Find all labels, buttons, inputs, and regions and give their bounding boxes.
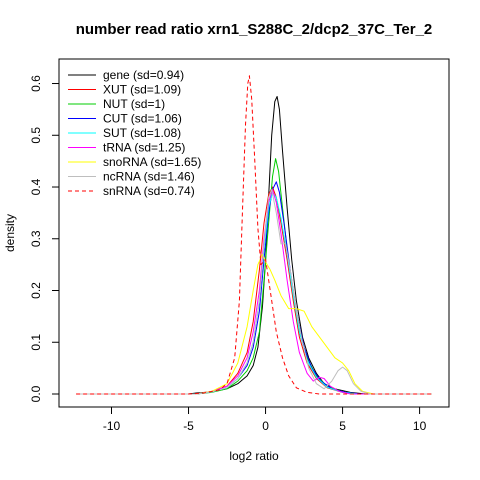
chart-title: number read ratio xrn1_S288C_2/dcp2_37C_… (76, 21, 433, 38)
x-tick-label: -10 (103, 419, 121, 433)
series-layer (76, 75, 432, 395)
series-line-snorna (76, 253, 432, 395)
y-tick-label: 0.0 (29, 385, 43, 402)
y-tick-label: 0.1 (29, 334, 43, 351)
y-axis: 0.0 0.1 0.2 0.3 0.4 0.5 0.6 (29, 75, 60, 402)
x-axis-label: log2 ratio (229, 449, 279, 463)
series-line-ncrna (76, 189, 432, 395)
x-tick-label: 10 (413, 419, 427, 433)
series-line-snrna (76, 75, 432, 395)
x-axis: -10 -5 0 5 10 (103, 406, 427, 433)
x-tick-label: 0 (262, 419, 269, 433)
legend-label-cut: CUT (sd=1.06) (103, 112, 182, 126)
y-tick-label: 0.3 (29, 230, 43, 247)
y-tick-label: 0.5 (29, 127, 43, 144)
y-tick-label: 0.2 (29, 282, 43, 299)
x-tick-label: -5 (183, 419, 194, 433)
legend-label-gene: gene (sd=0.94) (103, 68, 184, 82)
series-line-gene (76, 96, 432, 395)
legend-label-sut: SUT (sd=1.08) (103, 126, 181, 140)
legend-label-trna: tRNA (sd=1.25) (103, 141, 185, 155)
y-tick-label: 0.4 (29, 178, 43, 195)
legend-label-ncrna: ncRNA (sd=1.46) (103, 170, 195, 184)
legend-label-snrna: snRNA (sd=0.74) (103, 184, 195, 198)
legend-label-snorna: snoRNA (sd=1.65) (103, 155, 201, 169)
legend: gene (sd=0.94)XUT (sd=1.09)NUT (sd=1)CUT… (68, 68, 201, 198)
series-line-xut (76, 186, 432, 395)
legend-label-xut: XUT (sd=1.09) (103, 83, 181, 97)
x-tick-label: 5 (339, 419, 346, 433)
y-axis-label: density (3, 214, 17, 252)
y-tick-label: 0.6 (29, 75, 43, 92)
legend-label-nut: NUT (sd=1) (103, 97, 165, 111)
series-line-trna (76, 189, 432, 395)
